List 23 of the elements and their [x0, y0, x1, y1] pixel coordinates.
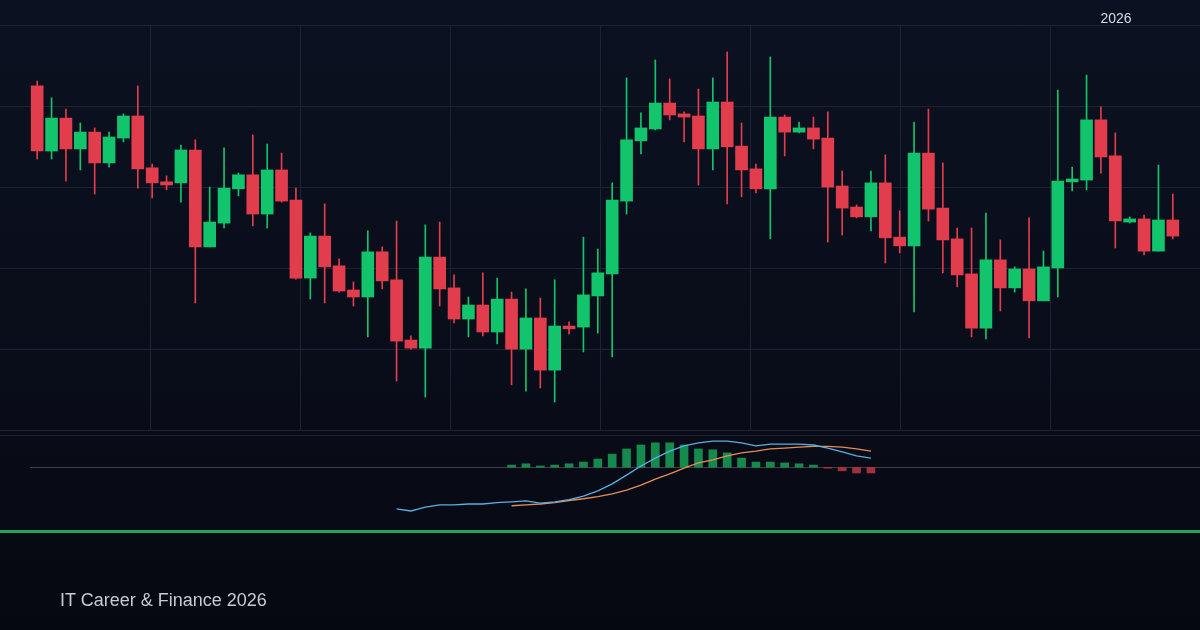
text: 2026: [1100, 9, 1132, 26]
bar: [521, 463, 531, 468]
bar: [794, 463, 804, 468]
text: IT Career & Finance 2026: [60, 589, 267, 611]
bar: [550, 464, 560, 468]
bar: [607, 453, 617, 468]
bar: [694, 448, 703, 468]
bar: [780, 462, 790, 468]
bar: [765, 461, 775, 468]
bar: [622, 448, 631, 468]
bar: [564, 463, 574, 468]
bar: [837, 466, 847, 472]
bar: [593, 458, 603, 468]
bar: [650, 442, 660, 468]
bar: [809, 464, 818, 468]
bar: [751, 461, 761, 468]
bar: [852, 466, 861, 474]
bar: [708, 449, 718, 468]
bar: [507, 464, 516, 468]
bar: [722, 452, 732, 468]
bar: [737, 457, 746, 468]
bar: [579, 461, 588, 468]
bar: [665, 442, 675, 468]
